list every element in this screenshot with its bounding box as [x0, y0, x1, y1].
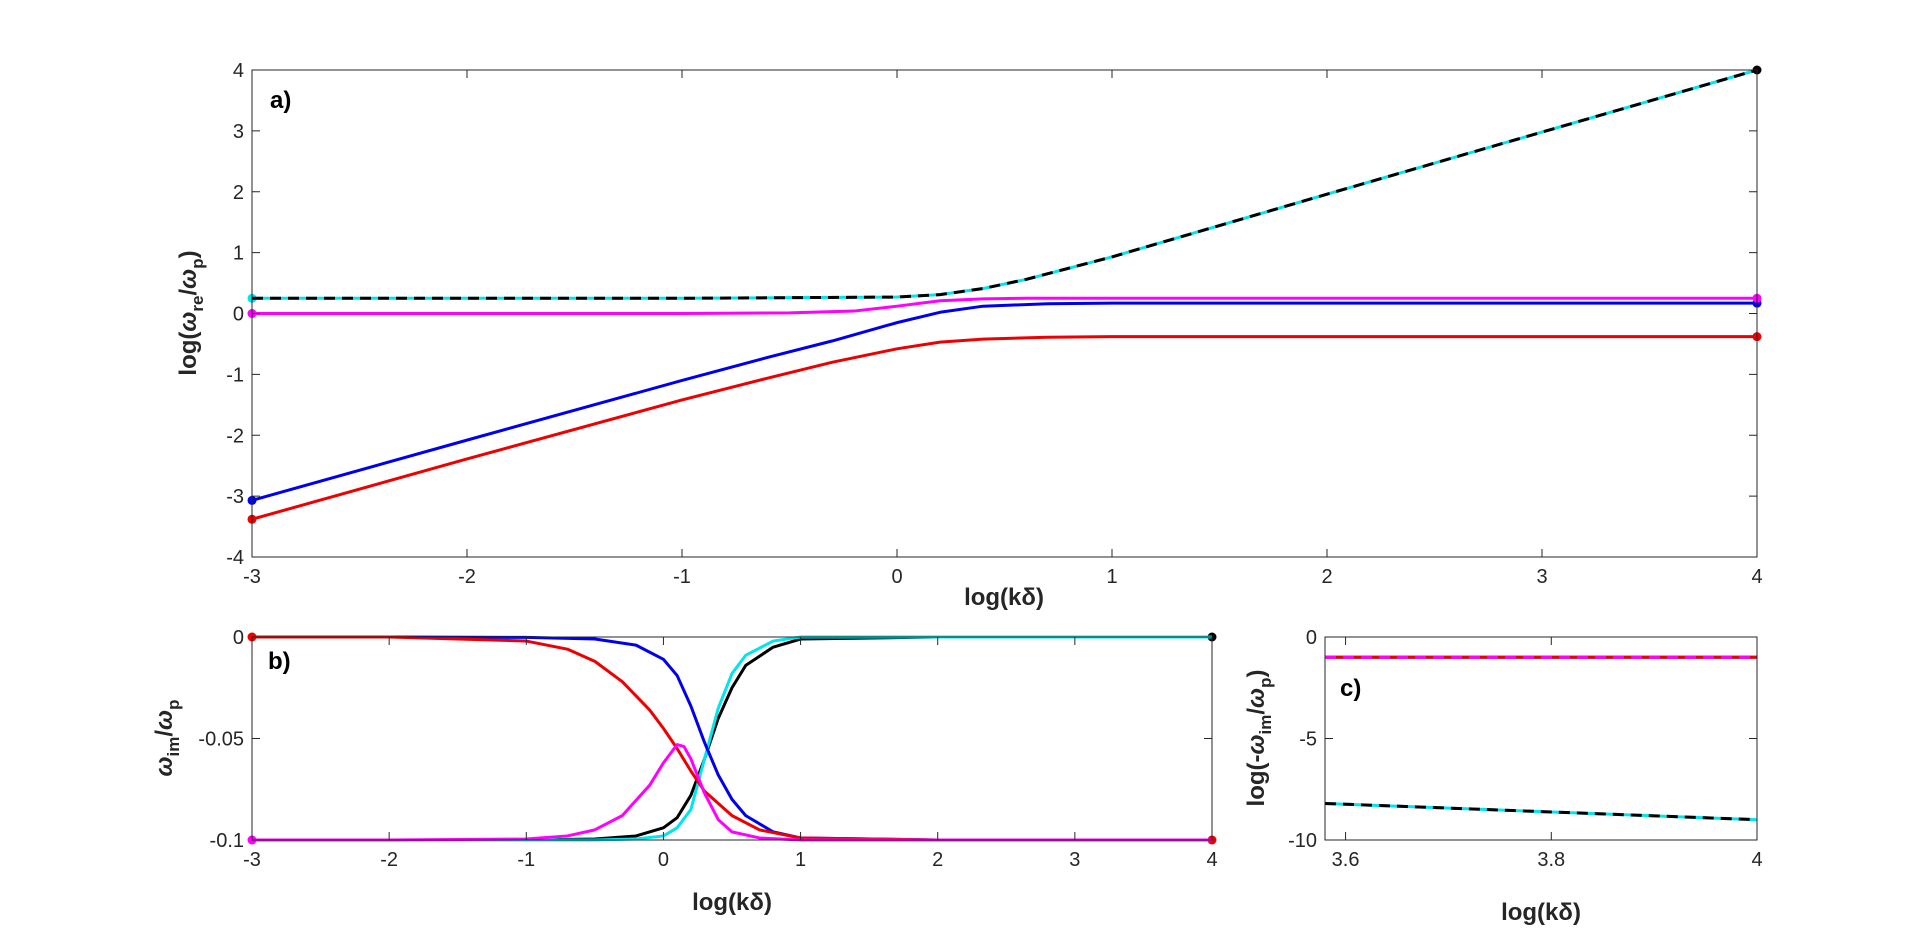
panel-b: -3 -2 -1 0 1 2 3 4 -0.1 -0.05 0 b) log(kδ) ωim/ωp: [151, 627, 1218, 916]
panel-c-series-black-dashed: [1324, 801, 1758, 822]
panel-a-xtick-label: -3: [243, 566, 261, 588]
panel-c-xlabel: log(kδ): [1501, 899, 1581, 926]
panel-b-xtick-label: -2: [380, 849, 398, 871]
panel-a-ytick-label: 2: [233, 182, 244, 204]
panel-a-ytick-label: 4: [233, 60, 244, 82]
panel-a-xtick-label: 2: [1321, 566, 1332, 588]
panel-a-series-blue: [251, 301, 1757, 502]
panel-b-series-black: [252, 635, 1212, 842]
panel-a-ylabel: log(ωre/ωp): [175, 250, 207, 375]
panel-b-ylabel: ωim/ωp: [151, 700, 183, 777]
panel-b-xtick-label: 0: [658, 849, 669, 871]
panel-b-ytick-label: -0.1: [210, 830, 244, 852]
panel-a-xtick-label: -1: [673, 566, 691, 588]
panel-b-series-cyan: [252, 635, 1212, 842]
panel-c-xtick-label: 4: [1751, 849, 1762, 871]
panel-b-xlabel: log(kδ): [692, 889, 772, 916]
panel-c-label: c): [1340, 675, 1361, 702]
panel-b-ticks: -3 -2 -1 0 1 2 3 4 -0.1 -0.05 0: [198, 627, 1217, 871]
panel-a-ytick-label: 3: [233, 121, 244, 143]
panel-c: 3.6 3.8 4 -10 -5 0 c) log(kδ) log(-ωim/ωp): [1243, 627, 1763, 926]
panel-c-axes-box: [1324, 636, 1758, 841]
panel-a-xtick-label: 3: [1536, 566, 1547, 588]
panel-b-series-blue: [252, 635, 1212, 842]
panel-a-ytick-label: -4: [226, 547, 244, 569]
panel-a-series-cyan: [252, 68, 1758, 300]
panel-b-label: b): [268, 648, 291, 675]
panel-a-ytick-label: -3: [226, 486, 244, 508]
panel-a-ytick-label: 1: [233, 243, 244, 265]
panel-b-xtick-label: -3: [243, 849, 261, 871]
panel-b-series-magenta: [252, 743, 1212, 842]
panel-a-xtick-label: 1: [1106, 566, 1117, 588]
panel-b-xtick-label: -1: [517, 849, 535, 871]
panel-b-xtick-label: 3: [1069, 849, 1080, 871]
panel-c-ytick-label: -5: [1299, 729, 1317, 751]
panel-a-ytick-label: -1: [226, 364, 244, 386]
panel-b-ytick-label: 0: [233, 627, 244, 649]
panel-c-xtick-label: 3.6: [1332, 849, 1360, 871]
panel-b-ytick-label: -0.05: [198, 729, 244, 751]
panel-c-series: [1324, 655, 1758, 822]
panel-a-xtick-label: -2: [458, 566, 476, 588]
panel-c-xtick-label: 3.8: [1537, 849, 1565, 871]
panel-c-ticks: 3.6 3.8 4 -10 -5 0: [1288, 627, 1762, 871]
panel-a-ytick-label: -2: [226, 425, 244, 447]
panel-a-xtick-label: 4: [1751, 566, 1762, 588]
panel-c-ylabel: log(-ωim/ωp): [1243, 670, 1275, 807]
panel-a-series-magenta: [252, 296, 1757, 315]
panel-a-series: [247, 65, 1762, 524]
panel-a-series-red: [251, 335, 1757, 521]
panel-b-axes-box: [251, 636, 1213, 841]
panel-a-xlabel: log(kδ): [964, 584, 1044, 611]
panel-c-ytick-label: 0: [1306, 627, 1317, 649]
panel-b-xtick-label: 1: [795, 849, 806, 871]
panel-b-xtick-label: 2: [932, 849, 943, 871]
panel-a-label: a): [270, 87, 291, 114]
panel-b-xtick-label: 4: [1206, 849, 1217, 871]
panel-b-series: [247, 632, 1217, 845]
panel-a-xtick-label: 0: [891, 566, 902, 588]
panel-c-ytick-label: -10: [1288, 830, 1317, 852]
panel-b-series-red: [252, 635, 1212, 842]
panel-a-ytick-label: 0: [233, 304, 244, 326]
panel-a-series-black-dashed: [252, 68, 1758, 300]
